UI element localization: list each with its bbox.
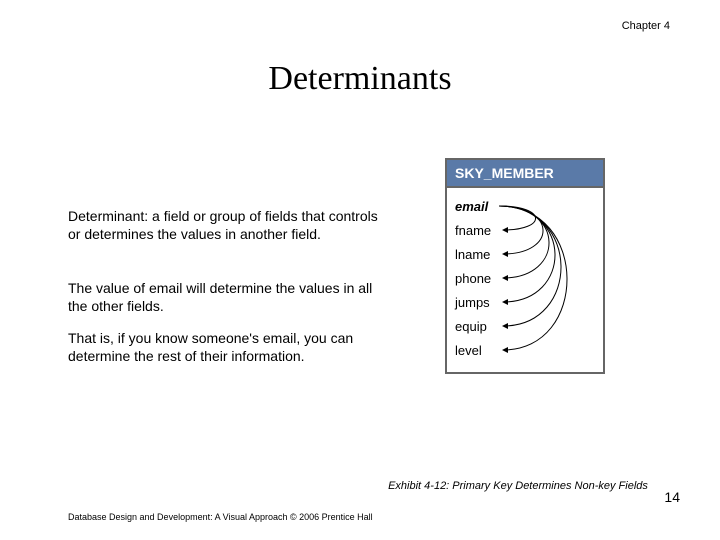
schema-header: SKY_MEMBER (447, 160, 603, 188)
schema-field: jumps (455, 290, 595, 314)
explanation-paragraph-2: That is, if you know someone's email, yo… (68, 330, 388, 365)
page-number: 14 (664, 489, 680, 505)
definition-paragraph: Determinant: a field or group of fields … (68, 208, 388, 243)
schema-diagram: SKY_MEMBER email fname lname phone jumps… (445, 158, 605, 374)
chapter-label: Chapter 4 (622, 20, 670, 32)
schema-key-field: email (455, 194, 595, 218)
figure-caption: Exhibit 4-12: Primary Key Determines Non… (388, 480, 648, 493)
schema-field: phone (455, 266, 595, 290)
schema-field: lname (455, 242, 595, 266)
schema-field: equip (455, 314, 595, 338)
schema-field: fname (455, 218, 595, 242)
slide: Chapter 4 Determinants Determinant: a fi… (0, 0, 720, 540)
footer-text: Database Design and Development: A Visua… (68, 512, 373, 522)
schema-field: level (455, 338, 595, 362)
explanation-paragraph-1: The value of email will determine the va… (68, 280, 388, 315)
schema-body: email fname lname phone jumps equip leve… (447, 188, 603, 372)
page-title: Determinants (0, 60, 720, 98)
